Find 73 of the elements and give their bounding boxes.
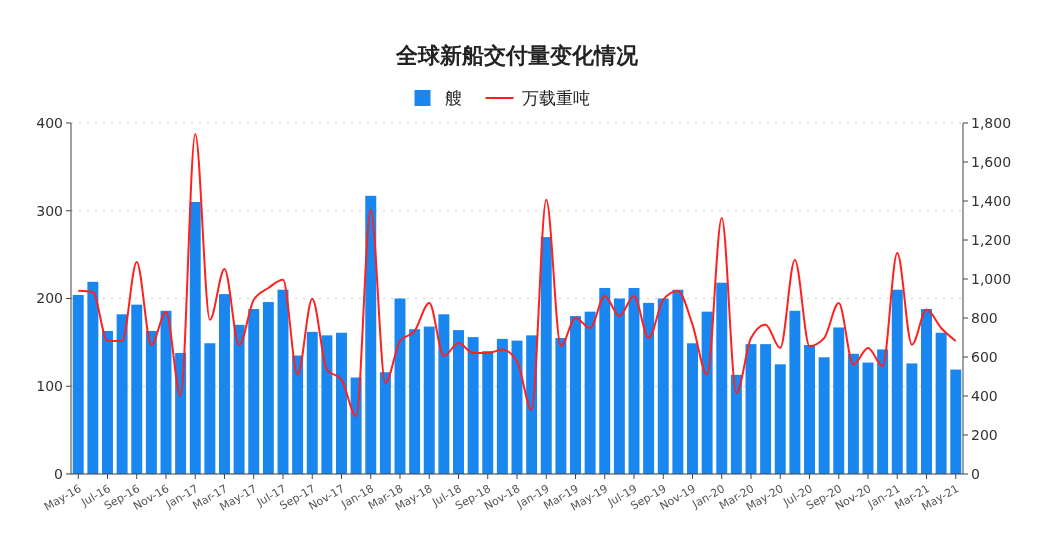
bar [701, 311, 713, 474]
y2-tick-label: 400 [971, 387, 998, 404]
bar [789, 310, 801, 474]
bar [409, 329, 421, 474]
bar [233, 324, 245, 474]
bar [862, 362, 874, 474]
bar [453, 330, 464, 474]
bar [423, 326, 435, 474]
bar [526, 335, 538, 474]
bar [950, 369, 962, 474]
bar [482, 351, 494, 474]
bar [774, 364, 786, 474]
bar [687, 343, 698, 474]
bar [131, 304, 143, 474]
bar [102, 330, 113, 474]
y-tick-label: 0 [54, 465, 63, 482]
bar [891, 289, 903, 474]
bar [262, 302, 274, 474]
bar [804, 345, 815, 474]
bar [248, 309, 260, 474]
y-tick-label: 100 [36, 378, 63, 395]
bar [365, 195, 377, 474]
bar [935, 332, 947, 474]
chart-title: 全球新船交付量变化情况 [395, 43, 639, 68]
bar [219, 294, 230, 474]
bar [906, 363, 918, 474]
y2-tick-label: 0 [971, 465, 980, 482]
legend-label: 艘 [444, 87, 462, 108]
bar [116, 314, 128, 474]
y2-tick-label: 1,800 [971, 114, 1012, 131]
bar [657, 298, 669, 474]
bar [877, 349, 889, 474]
bar [72, 294, 84, 474]
bar [921, 309, 932, 474]
y2-tick-label: 600 [971, 348, 998, 365]
y2-tick-label: 800 [971, 309, 998, 326]
bar [204, 343, 216, 474]
bar [643, 302, 655, 474]
bar [613, 298, 625, 474]
bar [496, 338, 508, 474]
legend-label: 万载重吨 [521, 87, 590, 108]
bar [730, 374, 742, 474]
bar [847, 353, 859, 474]
bar [467, 337, 479, 474]
bar [760, 344, 772, 474]
bar [145, 330, 157, 474]
bar [292, 355, 304, 474]
bar [306, 331, 318, 474]
bar [833, 327, 845, 474]
y2-tick-label: 1,200 [971, 231, 1012, 248]
bar [672, 289, 684, 474]
bar [336, 332, 347, 474]
bar [350, 377, 362, 474]
y2-tick-label: 1,400 [971, 192, 1012, 209]
bar [716, 282, 728, 474]
y-tick-label: 200 [36, 290, 63, 307]
y2-tick-label: 1,600 [971, 153, 1012, 170]
bar [379, 372, 391, 474]
bar [540, 237, 552, 474]
bar [599, 287, 611, 474]
bar [87, 281, 99, 474]
y2-tick-label: 1,000 [971, 270, 1012, 287]
bar [189, 201, 201, 474]
bar [438, 314, 450, 474]
y-tick-label: 300 [36, 202, 63, 219]
y2-tick-label: 200 [971, 426, 998, 443]
y-tick-label: 400 [36, 114, 63, 131]
bar [818, 357, 830, 474]
bar [555, 337, 567, 474]
bar [584, 311, 596, 474]
bar [570, 316, 581, 474]
bar [321, 335, 333, 474]
line-series [77, 133, 957, 418]
